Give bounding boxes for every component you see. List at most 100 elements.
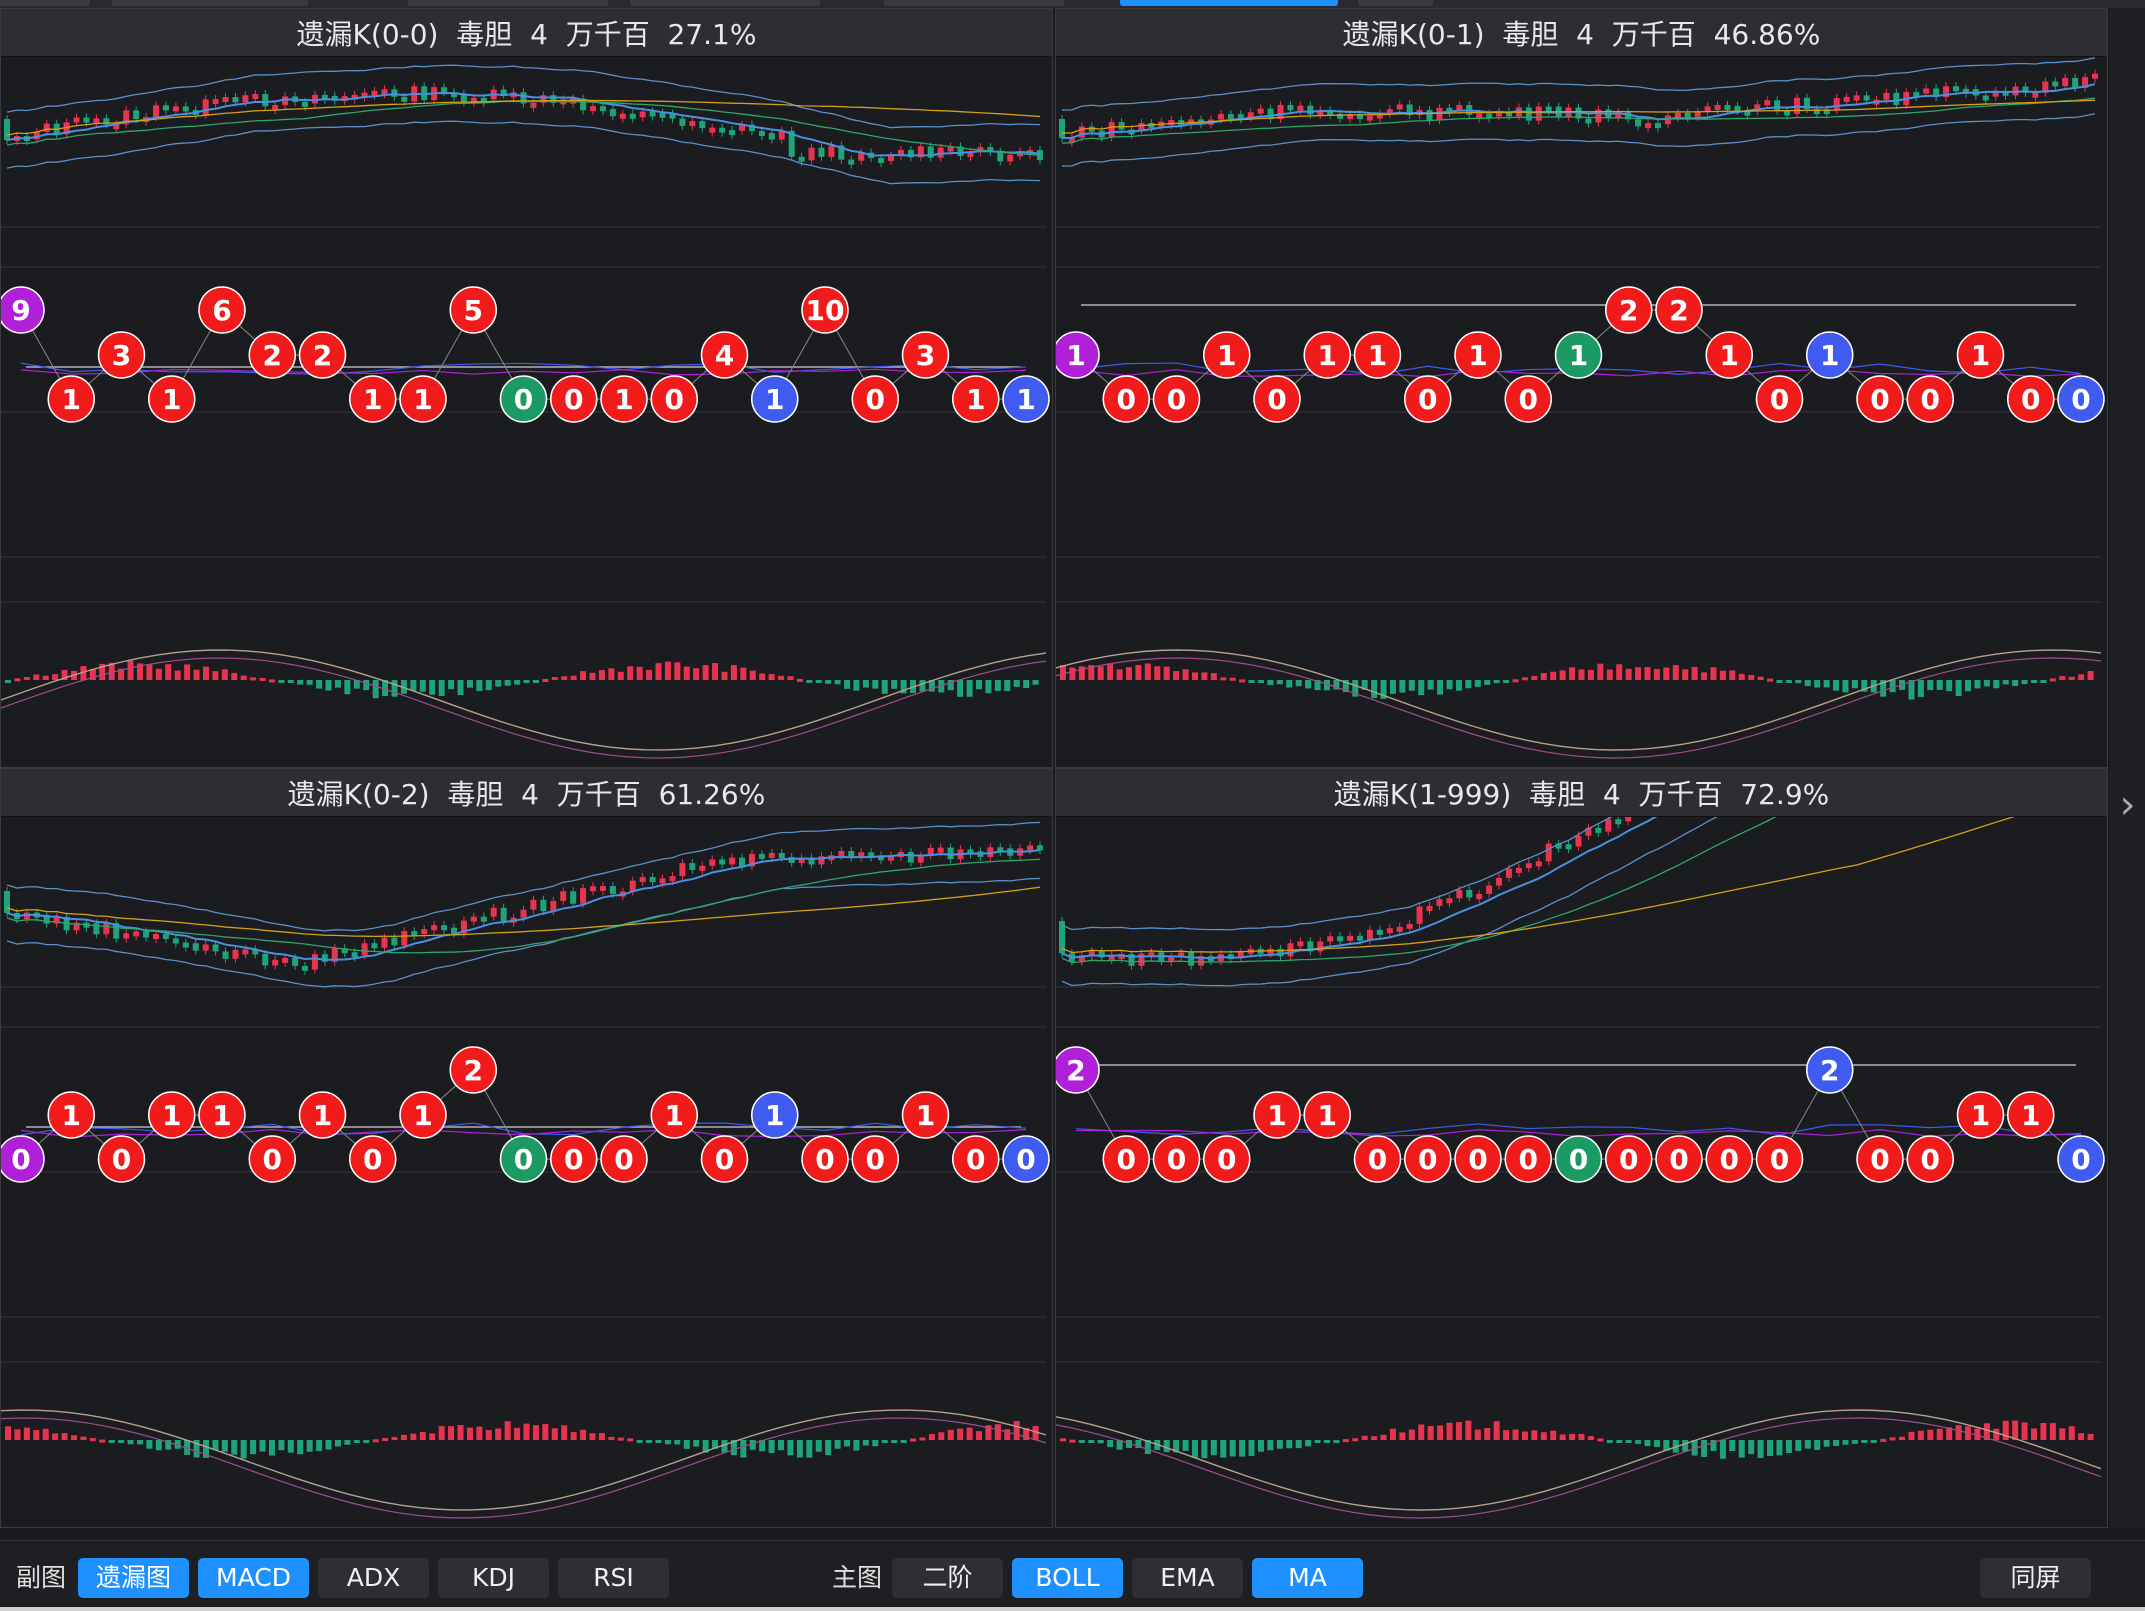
omission-node[interactable]: 1 <box>399 1091 447 1139</box>
omission-node[interactable]: 0 <box>1152 375 1201 423</box>
omission-node[interactable]: 1 <box>1353 331 1402 379</box>
omission-node[interactable]: 10 <box>801 286 849 334</box>
omission-node[interactable]: 0 <box>550 1135 598 1183</box>
omission-node[interactable]: 1 <box>1956 331 2005 379</box>
omission-node[interactable]: 0 <box>1755 1135 1804 1183</box>
omission-node[interactable]: 1 <box>1056 331 1100 379</box>
omission-node[interactable]: 0 <box>1203 1135 1251 1183</box>
omission-node[interactable]: 1 <box>298 1091 347 1139</box>
omission-node[interactable]: 1 <box>751 1091 799 1139</box>
omission-node[interactable]: 0 <box>1504 1135 1552 1183</box>
omission-node[interactable]: 0 <box>1705 1135 1753 1183</box>
top-tab[interactable] <box>112 0 308 6</box>
omission-node[interactable]: 1 <box>1956 1091 2005 1139</box>
omission-node[interactable]: 0 <box>700 1135 749 1183</box>
omission-node[interactable]: 1 <box>1705 331 1753 379</box>
omission-node[interactable]: 0 <box>248 1135 296 1183</box>
omission-node[interactable]: 1 <box>650 1091 698 1139</box>
top-tab[interactable] <box>1358 0 1433 6</box>
omission-node[interactable]: 4 <box>700 331 749 379</box>
omission-node[interactable]: 6 <box>198 286 246 334</box>
omission-node[interactable]: 0 <box>1002 1135 1050 1183</box>
sub-button-omission[interactable]: 遗漏图 <box>78 1558 189 1598</box>
omission-node[interactable]: 0 <box>1856 375 1904 423</box>
omission-node[interactable]: 0 <box>2057 375 2105 423</box>
omission-node[interactable]: 0 <box>801 1135 849 1183</box>
omission-node[interactable]: 1 <box>952 375 1000 423</box>
panel-charts[interactable]: 20 0 01 10 0 0 0 0 0 0 0 020 01 10 <box>1056 817 2107 1527</box>
same-screen-button[interactable]: 同屏 <box>1980 1558 2091 1598</box>
omission-node[interactable]: 2 <box>1056 1046 1100 1094</box>
omission-node[interactable]: 0 <box>1102 1135 1150 1183</box>
top-tab[interactable] <box>408 0 608 6</box>
omission-node[interactable]: 1 <box>1806 331 1854 379</box>
omission-node[interactable]: 1 <box>47 375 95 423</box>
omission-node[interactable]: 3 <box>97 331 146 379</box>
sub-button-kdj[interactable]: KDJ <box>438 1558 549 1598</box>
omission-node[interactable]: 0 <box>1856 1135 1904 1183</box>
omission-node[interactable]: 0 <box>1353 1135 1402 1183</box>
omission-node[interactable]: 0 <box>1454 1135 1502 1183</box>
omission-node[interactable]: 0 <box>1906 1135 1954 1183</box>
main-button-ma[interactable]: MA <box>1252 1558 1363 1598</box>
omission-node[interactable]: 2 <box>1806 1046 1854 1094</box>
omission-node[interactable]: 0 <box>1 1135 45 1183</box>
main-button-boll[interactable]: BOLL <box>1012 1558 1123 1598</box>
omission-node[interactable]: 0 <box>1102 375 1150 423</box>
omission-node[interactable]: 2 <box>1655 286 1703 334</box>
omission-node[interactable]: 5 <box>449 286 497 334</box>
omission-node[interactable]: 0 <box>1152 1135 1201 1183</box>
omission-node[interactable]: 0 <box>97 1135 146 1183</box>
omission-node[interactable]: 1 <box>399 375 447 423</box>
chevron-right-icon[interactable]: › <box>2119 782 2136 828</box>
top-tab[interactable] <box>630 0 820 6</box>
omission-node[interactable]: 0 <box>1605 1135 1653 1183</box>
omission-node[interactable]: 0 <box>349 1135 397 1183</box>
main-button-second-order[interactable]: 二阶 <box>892 1558 1003 1598</box>
sub-button-macd[interactable]: MACD <box>198 1558 309 1598</box>
sub-button-adx[interactable]: ADX <box>318 1558 429 1598</box>
top-tab[interactable] <box>0 0 90 6</box>
omission-node[interactable]: 1 <box>1203 331 1251 379</box>
omission-node[interactable]: 0 <box>1404 1135 1452 1183</box>
omission-node[interactable]: 1 <box>148 1091 196 1139</box>
omission-node[interactable]: 1 <box>1253 1091 1301 1139</box>
main-button-ema[interactable]: EMA <box>1132 1558 1243 1598</box>
omission-node[interactable]: 1 <box>47 1091 95 1139</box>
omission-node[interactable]: 9 <box>1 286 45 334</box>
omission-node[interactable]: 1 <box>349 375 397 423</box>
omission-node[interactable]: 0 <box>1504 375 1552 423</box>
omission-node[interactable]: 1 <box>901 1091 950 1139</box>
omission-node[interactable]: 0 <box>952 1135 1000 1183</box>
omission-node[interactable]: 1 <box>751 375 799 423</box>
omission-node[interactable]: 1 <box>1303 331 1351 379</box>
omission-node[interactable]: 0 <box>1906 375 1954 423</box>
omission-node[interactable]: 0 <box>1755 375 1804 423</box>
omission-node[interactable]: 0 <box>851 1135 899 1183</box>
omission-node[interactable]: 0 <box>1655 1135 1703 1183</box>
omission-node[interactable]: 2 <box>1605 286 1653 334</box>
omission-node[interactable]: 1 <box>198 1091 246 1139</box>
omission-node[interactable]: 3 <box>901 331 950 379</box>
omission-node[interactable]: 1 <box>600 375 648 423</box>
omission-node[interactable]: 0 <box>550 375 598 423</box>
omission-node[interactable]: 0 <box>2007 375 2055 423</box>
omission-node[interactable]: 0 <box>499 375 548 423</box>
omission-node[interactable]: 0 <box>851 375 899 423</box>
omission-node[interactable]: 0 <box>1253 375 1301 423</box>
omission-node[interactable]: 2 <box>248 331 296 379</box>
top-tab[interactable] <box>884 0 1064 6</box>
omission-node[interactable]: 0 <box>1404 375 1452 423</box>
omission-node[interactable]: 1 <box>148 375 196 423</box>
omission-node[interactable]: 2 <box>449 1046 497 1094</box>
omission-node[interactable]: 1 <box>1002 375 1050 423</box>
top-tab-active[interactable] <box>1120 0 1338 6</box>
omission-node[interactable]: 2 <box>298 331 347 379</box>
omission-node[interactable]: 0 <box>1554 1135 1603 1183</box>
